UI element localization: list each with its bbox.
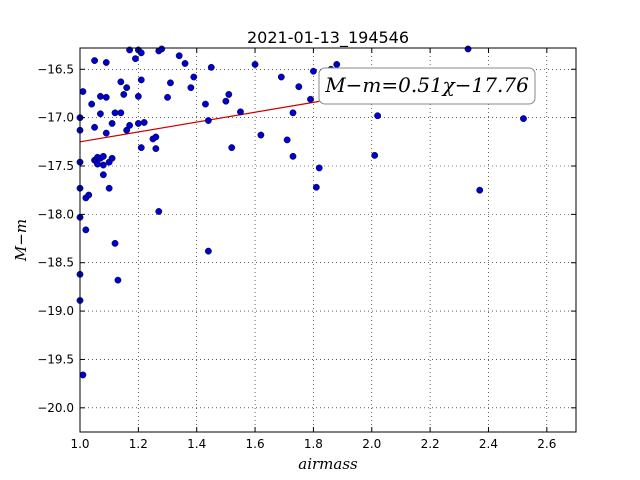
data-point — [123, 84, 131, 92]
data-point — [91, 123, 98, 131]
fit-line — [79, 100, 320, 143]
data-point — [476, 186, 484, 194]
data-point — [158, 45, 166, 53]
y-tick-label: −20.0 — [37, 401, 74, 415]
data-point — [137, 76, 145, 84]
x-tick-label: 2.4 — [479, 437, 498, 451]
plot-marks — [76, 45, 527, 379]
data-point — [91, 57, 98, 64]
data-point — [310, 67, 317, 75]
data-point — [99, 171, 107, 179]
data-point — [164, 93, 171, 101]
data-point — [167, 79, 174, 87]
data-point — [85, 191, 93, 199]
data-point — [137, 144, 145, 152]
x-tick-label: 2.0 — [362, 437, 381, 451]
data-point — [88, 100, 96, 108]
data-point — [295, 83, 303, 91]
data-point — [181, 60, 189, 67]
y-tick-label: −16.5 — [37, 62, 74, 76]
data-point — [134, 120, 142, 127]
data-point — [520, 115, 527, 123]
data-point — [117, 109, 125, 117]
data-point — [228, 144, 236, 152]
data-point — [312, 183, 320, 191]
data-point — [105, 184, 113, 192]
data-point — [202, 100, 209, 108]
annotation-box — [318, 67, 536, 105]
data-point — [204, 117, 212, 124]
data-point — [237, 108, 244, 116]
x-tick-label: 2.6 — [537, 437, 556, 451]
ticks: 1.0 1.2 1.4 1.6 1.8 2.0 2.2 2.4 2.6 −16.5 −17.0 −17… — [37, 48, 576, 451]
y-tick-label: −18.0 — [37, 207, 74, 221]
data-point — [111, 239, 119, 247]
data-point — [99, 152, 107, 160]
data-point — [94, 160, 101, 168]
data-point — [289, 109, 297, 117]
data-point — [117, 78, 125, 86]
data-point — [307, 95, 314, 103]
data-point — [79, 371, 87, 379]
data-point — [333, 61, 341, 68]
data-point — [79, 88, 87, 95]
data-point — [132, 55, 139, 63]
x-tick-label: 1.0 — [70, 437, 89, 451]
data-point — [464, 45, 472, 53]
data-point — [175, 52, 183, 60]
data-point — [204, 247, 212, 255]
data-point — [277, 73, 285, 81]
y-axis-label: M−m — [12, 219, 30, 262]
data-point — [140, 119, 148, 126]
grid — [79, 48, 576, 432]
y-tick-label: −17.5 — [37, 159, 74, 173]
data-point — [315, 164, 323, 172]
y-tick-label: −17.0 — [37, 111, 74, 125]
data-point — [102, 129, 110, 137]
data-point — [108, 154, 116, 162]
data-point — [111, 109, 119, 117]
data-point — [190, 73, 198, 81]
data-point — [187, 84, 195, 92]
data-point — [102, 59, 110, 66]
data-point — [134, 92, 142, 100]
data-point — [251, 61, 259, 68]
data-point — [102, 93, 110, 101]
data-point — [152, 145, 160, 152]
data-point — [257, 131, 265, 139]
data-point — [126, 121, 134, 129]
data-point — [108, 120, 116, 127]
data-point — [207, 63, 215, 71]
y-tick-label: −18.5 — [37, 256, 74, 270]
data-point — [137, 49, 145, 57]
x-tick-label: 1.2 — [129, 437, 148, 451]
data-point — [82, 226, 90, 234]
data-point — [97, 110, 104, 118]
data-point — [114, 276, 122, 284]
data-point — [152, 133, 160, 141]
fit-annotation: M−m=0.51χ−17.76 — [318, 67, 536, 105]
data-point — [99, 161, 107, 169]
y-tick-label: −19.5 — [37, 352, 74, 366]
x-tick-label: 1.6 — [246, 437, 265, 451]
data-point — [283, 136, 291, 144]
data-point — [289, 152, 297, 160]
data-point — [225, 91, 233, 98]
chart-title: 2021-01-13_194546 — [247, 28, 409, 48]
y-tick-label: −19.0 — [37, 304, 74, 318]
data-point — [97, 92, 104, 100]
data-point — [120, 91, 128, 98]
plot-frame — [79, 47, 577, 433]
data-point — [155, 208, 163, 215]
data-point — [374, 112, 381, 120]
data-point — [222, 97, 230, 105]
x-tick-label: 2.2 — [421, 437, 440, 451]
data-point — [371, 151, 379, 159]
x-tick-label: 1.8 — [304, 437, 323, 451]
x-axis-label: airmass — [298, 455, 358, 473]
x-tick-label: 1.4 — [187, 437, 206, 451]
annotation-text: M−m=0.51χ−17.76 — [324, 73, 529, 97]
